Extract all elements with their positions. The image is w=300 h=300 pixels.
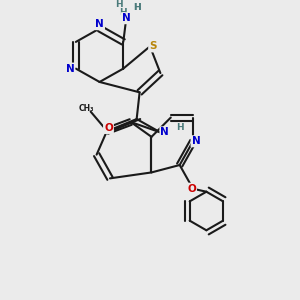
Text: N: N [95, 19, 104, 29]
Text: N: N [160, 128, 169, 137]
Text: H: H [115, 0, 123, 9]
Text: N: N [65, 64, 74, 74]
Text: H: H [133, 3, 140, 12]
Text: O: O [104, 123, 113, 133]
Text: CH₃: CH₃ [79, 104, 94, 113]
Text: H: H [119, 8, 127, 17]
Text: H: H [176, 123, 184, 132]
Text: O: O [187, 184, 196, 194]
Text: N: N [122, 13, 130, 23]
Text: H: H [133, 3, 140, 12]
Text: N: N [192, 136, 200, 146]
Text: S: S [149, 41, 157, 51]
